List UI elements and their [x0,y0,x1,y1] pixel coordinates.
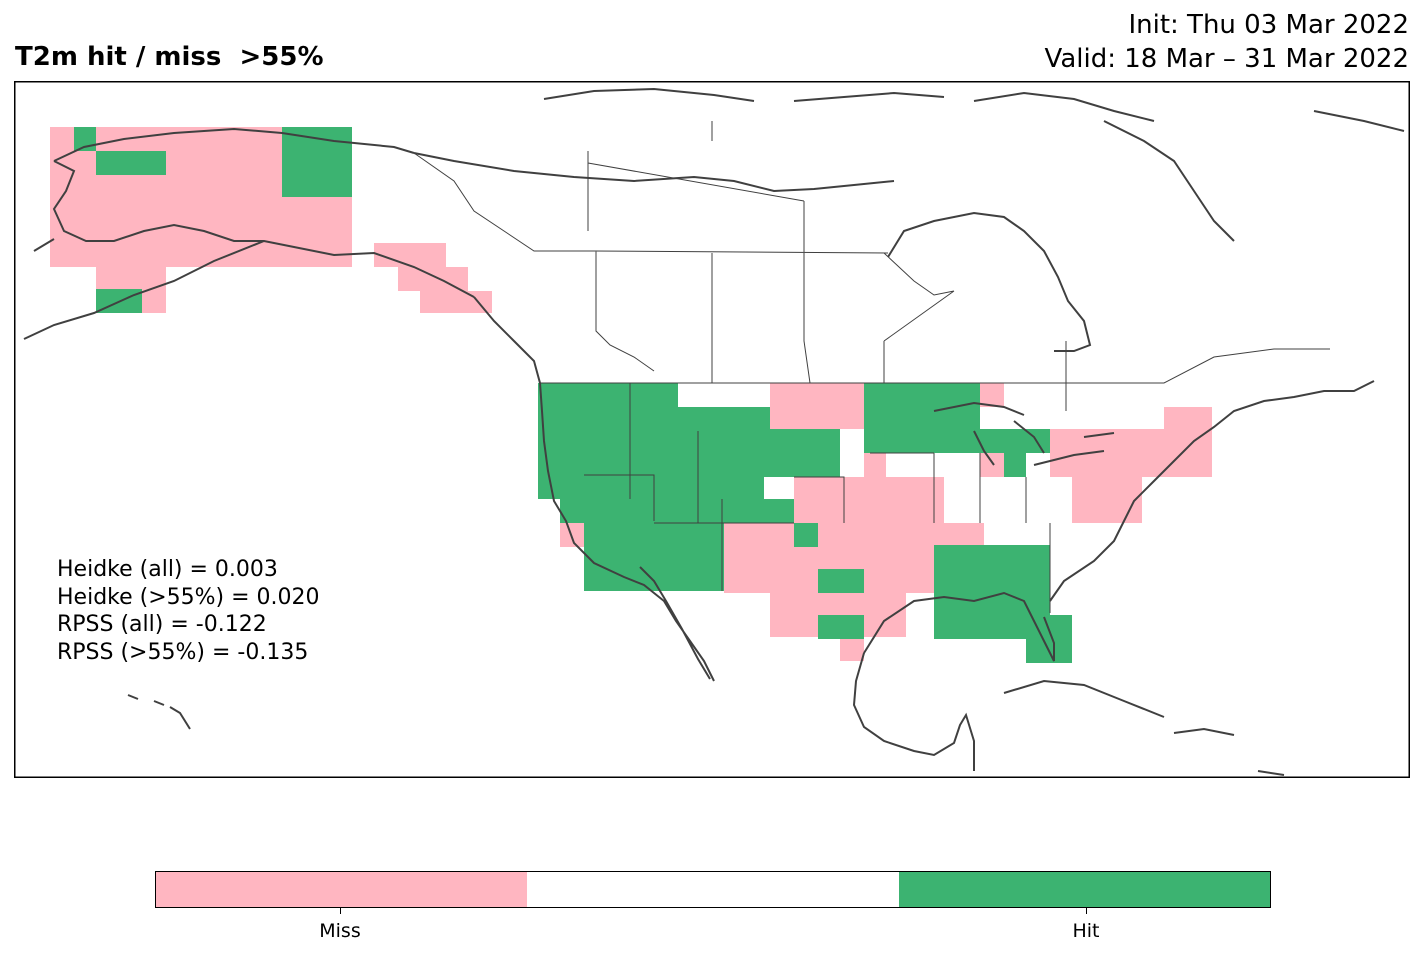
hit-cell [96,151,166,175]
colorbar-miss [156,872,528,907]
hit-cell [1026,615,1072,663]
colorbar [155,871,1271,908]
miss-cell [980,453,1004,477]
colorbar-hit [898,872,1270,907]
hudson-bay [887,211,1092,352]
miss-cell [770,383,864,429]
miss-cell [1164,407,1212,429]
hit-cell [818,615,864,639]
north-america-map [14,81,1410,778]
atlantic-coast [1049,380,1375,602]
hit-miss-cells [50,127,1212,663]
colorbar-neutral [527,872,899,907]
heidke-55: Heidke (>55%) = 0.020 [57,584,320,610]
rpss-55: RPSS (>55%) = -0.135 [57,639,309,665]
miss-cell [1072,477,1142,523]
map-border [14,81,1410,778]
skill-scores: Heidke (all) = 0.003 Heidke (>55%) = 0.0… [57,556,320,666]
valid-date: Valid: 18 Mar – 31 Mar 2022 [1044,44,1409,74]
init-date: Init: Thu 03 Mar 2022 [1128,10,1409,40]
hit-cell [818,569,864,593]
caribbean [1003,679,1285,776]
colorbar-label-hit: Hit [1072,920,1100,942]
colorbar-tick-hit [1086,908,1087,914]
great-lakes [933,401,1115,466]
rpss-all: RPSS (all) = -0.122 [57,612,267,637]
miss-cell [980,383,1004,407]
arctic-coast [413,87,1405,242]
alaska-coast [23,127,475,340]
coastlines [23,87,1405,776]
map-title: T2m hit / miss >55% [15,42,324,72]
miss-cell [864,451,886,477]
white-cell [678,383,770,407]
colorbar-label-miss: Miss [319,920,361,942]
miss-cell [1050,429,1212,477]
map-panel [14,81,1410,778]
hawaii [127,694,191,730]
colorbar-tick-miss [340,908,341,914]
date-info: Init: Thu 03 Mar 2022 Valid: 18 Mar – 31… [1045,8,1409,76]
miss-cell [420,291,492,313]
pacific-coast [473,296,715,682]
miss-cell [374,243,446,267]
heidke-all: Heidke (all) = 0.003 [57,557,278,582]
hit-cell [794,523,818,547]
gulf-coast [852,591,1055,771]
political-borders [413,121,1330,613]
miss-cell [934,523,980,545]
